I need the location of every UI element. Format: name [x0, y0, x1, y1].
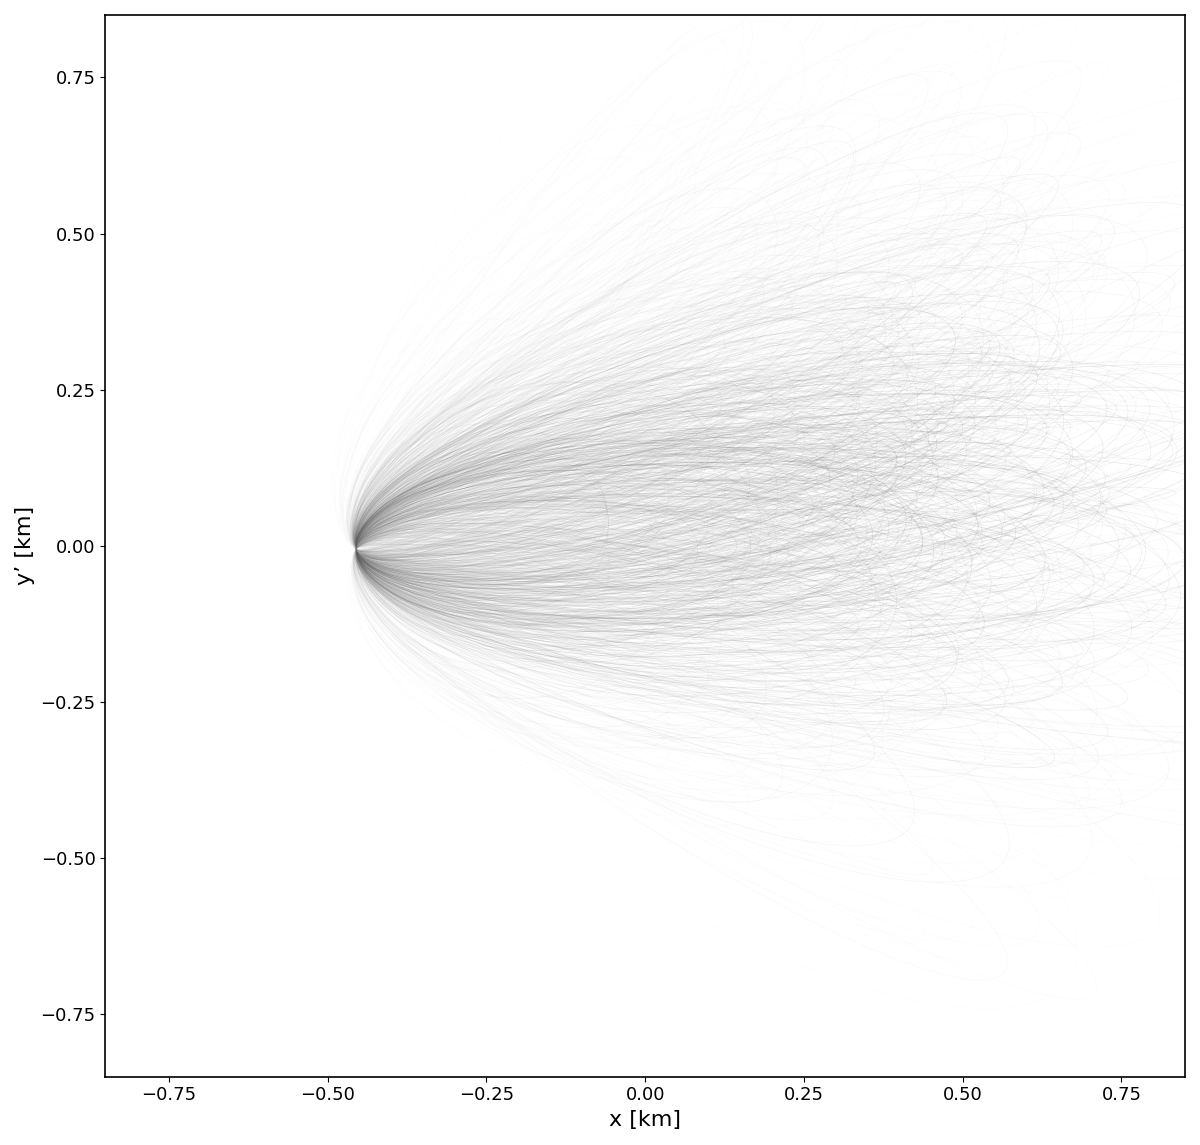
Y-axis label: y’ [km]: y’ [km] — [14, 506, 35, 585]
X-axis label: x [km]: x [km] — [610, 1110, 682, 1130]
